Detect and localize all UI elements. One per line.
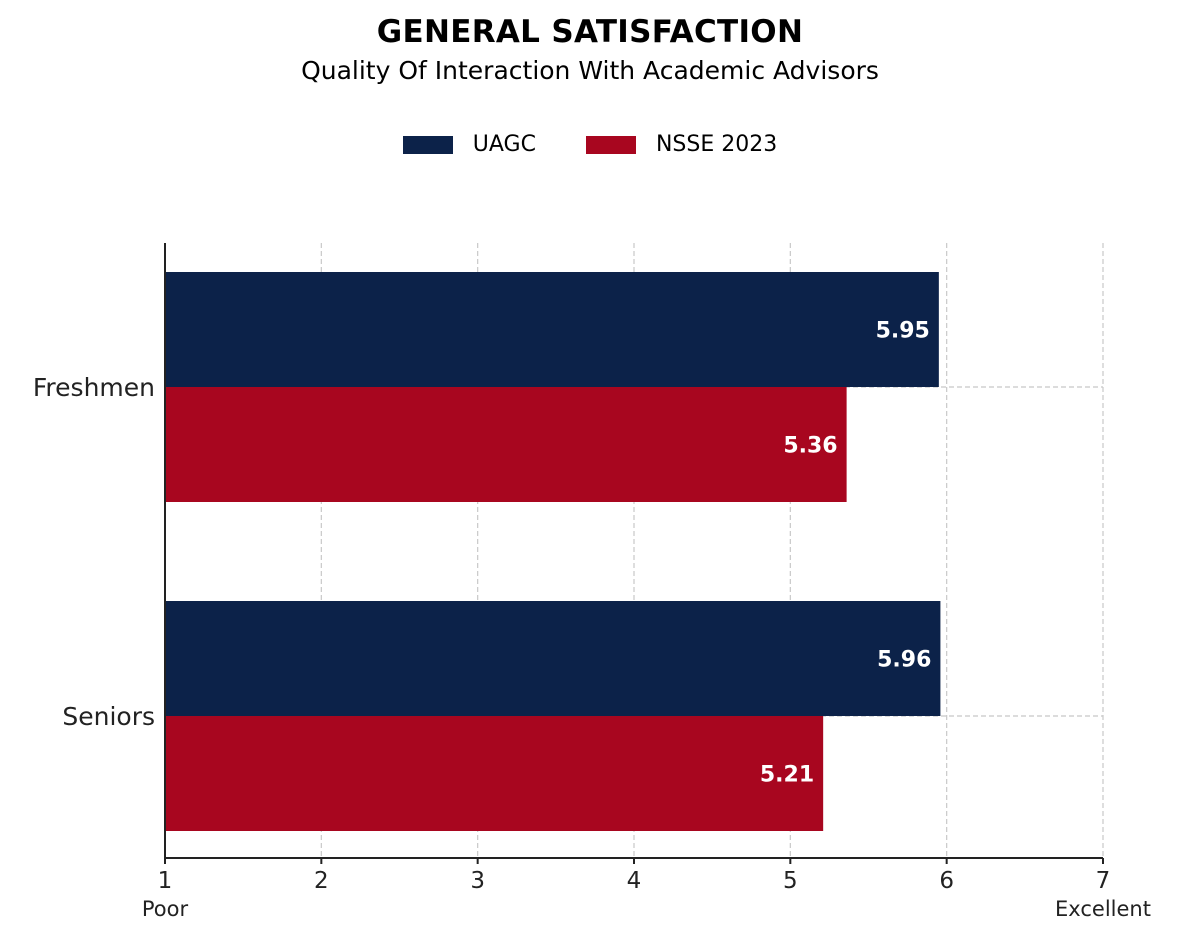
bar-seniors-uagc <box>165 601 941 716</box>
data-label: 5.21 <box>760 763 814 788</box>
legend-item-uagc: UAGC <box>402 132 536 157</box>
data-label: 5.95 <box>876 319 930 344</box>
legend-label-uagc: UAGC <box>472 132 536 157</box>
x-end-label-min: Poor <box>142 897 189 921</box>
legend-swatch-nsse <box>585 135 636 154</box>
category-label: Freshmen <box>33 373 155 402</box>
bar-freshmen-uagc <box>165 272 939 387</box>
chart-legend: UAGC NSSE 2023 <box>0 132 1180 157</box>
chart-subtitle: Quality Of Interaction With Academic Adv… <box>301 56 879 85</box>
x-end-label-max: Excellent <box>1055 897 1151 921</box>
category-label: Seniors <box>62 702 155 731</box>
x-tick-label: 1 <box>158 868 173 894</box>
x-tick-label: 3 <box>470 868 485 894</box>
x-tick-label: 4 <box>627 868 642 894</box>
x-tick-label: 5 <box>783 868 798 894</box>
legend-label-nsse: NSSE 2023 <box>655 132 778 157</box>
data-label: 5.36 <box>783 434 837 459</box>
bar-freshmen-nsse <box>165 387 847 502</box>
legend-swatch-uagc <box>402 135 453 154</box>
legend-item-nsse: NSSE 2023 <box>585 132 778 157</box>
x-tick-label: 6 <box>939 868 954 894</box>
chart-title: GENERAL SATISFACTION <box>376 14 804 50</box>
bar-seniors-nsse <box>165 716 824 831</box>
x-tick-label: 7 <box>1096 868 1111 894</box>
data-label: 5.96 <box>877 648 931 673</box>
x-tick-label: 2 <box>314 868 329 894</box>
